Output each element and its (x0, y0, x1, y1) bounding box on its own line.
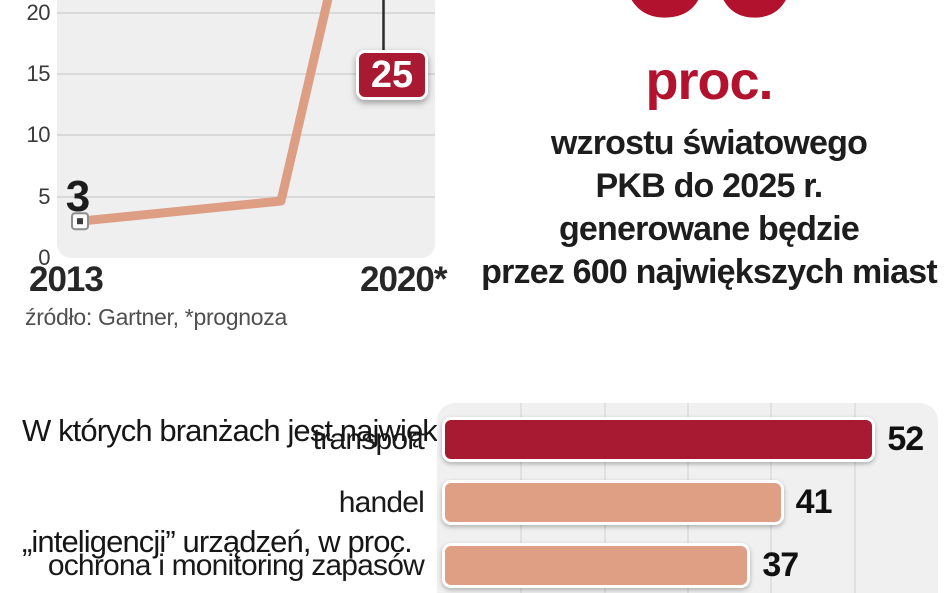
trend-line (75, 0, 333, 226)
fact-big-number: 60 (470, 0, 948, 42)
bar-value: 37 (762, 546, 799, 584)
end-value-badge-text: 25 (370, 53, 414, 96)
y-tick-label: 10 (26, 122, 51, 148)
bar-handel (442, 480, 784, 525)
fact-line-1: wzrostu światowego (550, 124, 868, 162)
fact-unit: proc. (645, 51, 773, 111)
y-tick-label: 20 (26, 0, 51, 25)
horizontal-gridline (57, 11, 435, 14)
y-tick-label: 15 (26, 60, 51, 86)
y-tick-label: 5 (38, 183, 50, 209)
fact-line-4: przez 600 największych miast (481, 253, 938, 291)
bar-transport (442, 417, 876, 462)
bar-row-ochrona: ochrona i monitoring zapasów 37 (0, 543, 948, 588)
bar-row-transport: transport 52 (0, 417, 948, 462)
data-point-marker (71, 212, 89, 231)
bar-chart-title-line2: „inteligencji” urządzeń, w proc. (22, 524, 413, 559)
x-tick-2013: 2013 (29, 260, 104, 299)
bar-label: transport (312, 423, 425, 456)
vertical-gridline (853, 403, 856, 593)
bar-row-handel: handel 41 (0, 480, 948, 525)
fact-description: wzrostu światowego PKB do 2025 r. genero… (470, 122, 948, 294)
line-chart-y-axis: 0 5 10 15 20 (0, 0, 52, 280)
source-note: źródło: Gartner, *prognoza (25, 304, 287, 330)
y-tick-label: 0 (38, 245, 50, 270)
bar-label: ochrona i monitoring zapasów (47, 549, 425, 582)
horizontal-gridline (57, 195, 435, 198)
line-chart-canvas (71, 0, 385, 231)
bar-value: 41 (795, 483, 833, 521)
fact-line-2: PKB do 2025 r. (595, 167, 824, 205)
end-value-badge: 25 (356, 50, 428, 100)
horizontal-gridline (57, 72, 435, 75)
start-value-label: 3 (65, 172, 90, 221)
x-tick-2020: 2020* (360, 260, 447, 299)
bar-label: handel (338, 486, 425, 519)
horizontal-gridline (57, 134, 435, 137)
fact-line-3: generowane będzie (558, 210, 860, 248)
bar-ochrona (442, 543, 751, 588)
bar-value: 52 (887, 420, 924, 458)
